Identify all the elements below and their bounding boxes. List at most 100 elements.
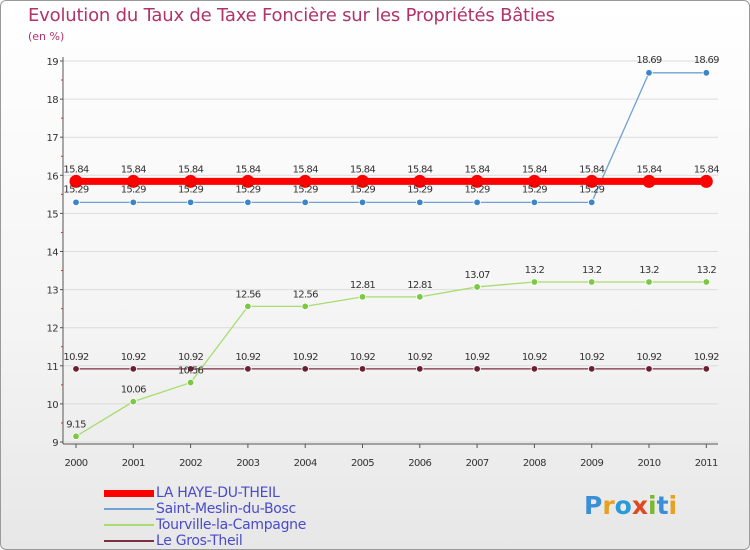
data-point (241, 174, 255, 188)
data-label: 13.2 (639, 265, 659, 276)
data-point (244, 365, 252, 373)
data-label: 12.81 (350, 280, 375, 291)
y-tick-label: 19 (46, 57, 58, 68)
data-label: 9.15 (66, 419, 86, 430)
data-label: 15.29 (63, 184, 88, 195)
x-tick-label: 2000 (64, 458, 87, 469)
y-tick-label: 16 (46, 171, 58, 182)
data-label: 18.69 (694, 55, 719, 66)
logo-letter: r (602, 491, 615, 520)
y-tick-label: 13 (46, 286, 58, 297)
data-point (72, 365, 80, 373)
data-point (702, 365, 710, 373)
data-point (588, 278, 596, 286)
y-tick-label: 18 (46, 95, 58, 106)
data-point (301, 365, 309, 373)
legend-swatch (104, 508, 154, 510)
x-tick-label: 2001 (122, 458, 145, 469)
data-point (473, 365, 481, 373)
legend-swatch (104, 524, 154, 526)
data-point (184, 174, 198, 188)
data-point (358, 198, 367, 207)
data-point (186, 378, 195, 387)
logo-letter: x (631, 491, 648, 520)
data-point (585, 174, 599, 188)
y-tick-label: 10 (46, 400, 58, 411)
data-label: 10.56 (178, 366, 203, 377)
data-label: 15.29 (121, 184, 146, 195)
data-label: 12.81 (407, 280, 432, 291)
data-point (588, 365, 596, 373)
series-line (75, 281, 707, 437)
data-label: 13.2 (582, 265, 602, 276)
data-point (473, 198, 481, 207)
data-point (126, 174, 140, 188)
data-point (588, 198, 596, 207)
data-point (244, 198, 252, 207)
data-point (358, 365, 367, 373)
data-label: 10.92 (350, 352, 375, 363)
data-point (530, 365, 539, 373)
data-point (473, 283, 481, 291)
data-label: 10.92 (178, 352, 203, 363)
x-tick-label: 2011 (695, 458, 718, 469)
data-point (416, 198, 424, 207)
legend-swatch (104, 490, 154, 497)
data-label: 15.29 (522, 184, 547, 195)
y-tick-label: 11 (46, 362, 58, 373)
legend-label: LA HAYE-DU-THEIL (156, 485, 280, 501)
data-point (129, 365, 137, 373)
data-label: 12.56 (293, 289, 318, 300)
x-tick-label: 2007 (466, 458, 489, 469)
legend-item: LA HAYE-DU-THEIL (104, 485, 364, 501)
data-label: 10.92 (636, 352, 661, 363)
data-label: 13.2 (697, 265, 717, 276)
data-label: 15.84 (694, 164, 719, 175)
data-label: 10.92 (121, 352, 146, 363)
data-point (358, 293, 367, 301)
data-point (702, 278, 710, 286)
data-label: 15.84 (63, 164, 88, 175)
x-tick-label: 2004 (294, 458, 317, 469)
data-label: 15.84 (293, 164, 318, 175)
data-point (470, 174, 484, 188)
data-label: 10.06 (121, 385, 146, 396)
data-label: 15.29 (350, 184, 375, 195)
legend-item: Tourville-la-Campagne (104, 517, 364, 533)
data-point (416, 293, 424, 301)
data-label: 15.84 (178, 164, 203, 175)
data-point (530, 198, 539, 207)
data-point (416, 365, 424, 373)
data-label: 10.92 (522, 352, 547, 363)
legend-label: Tourville-la-Campagne (156, 517, 307, 533)
data-label: 15.29 (407, 184, 432, 195)
data-label: 10.92 (465, 352, 490, 363)
data-label: 15.84 (407, 164, 432, 175)
data-label: 15.29 (235, 184, 260, 195)
x-tick-label: 2010 (637, 458, 660, 469)
data-label: 15.84 (465, 164, 490, 175)
data-point (72, 198, 80, 207)
data-label: 15.29 (178, 184, 203, 195)
data-point (72, 432, 80, 440)
logo-letter: t (656, 491, 669, 520)
x-tick-label: 2008 (523, 458, 546, 469)
data-point (642, 174, 656, 188)
x-tick-label: 2002 (179, 458, 202, 469)
data-point (645, 278, 653, 286)
data-label: 12.56 (235, 289, 260, 300)
chart-title: Evolution du Taux de Taxe Foncière sur l… (28, 5, 555, 26)
y-tick-label: 14 (46, 248, 58, 259)
data-label: 18.69 (636, 55, 661, 66)
data-point (186, 365, 195, 373)
data-label: 15.84 (636, 164, 661, 175)
y-tick-label: 12 (46, 324, 58, 335)
data-point (69, 174, 83, 188)
data-point (301, 302, 309, 311)
data-label: 15.84 (522, 164, 547, 175)
data-point (129, 198, 137, 207)
data-point (413, 174, 427, 188)
data-point (645, 365, 653, 373)
data-point (530, 278, 539, 286)
